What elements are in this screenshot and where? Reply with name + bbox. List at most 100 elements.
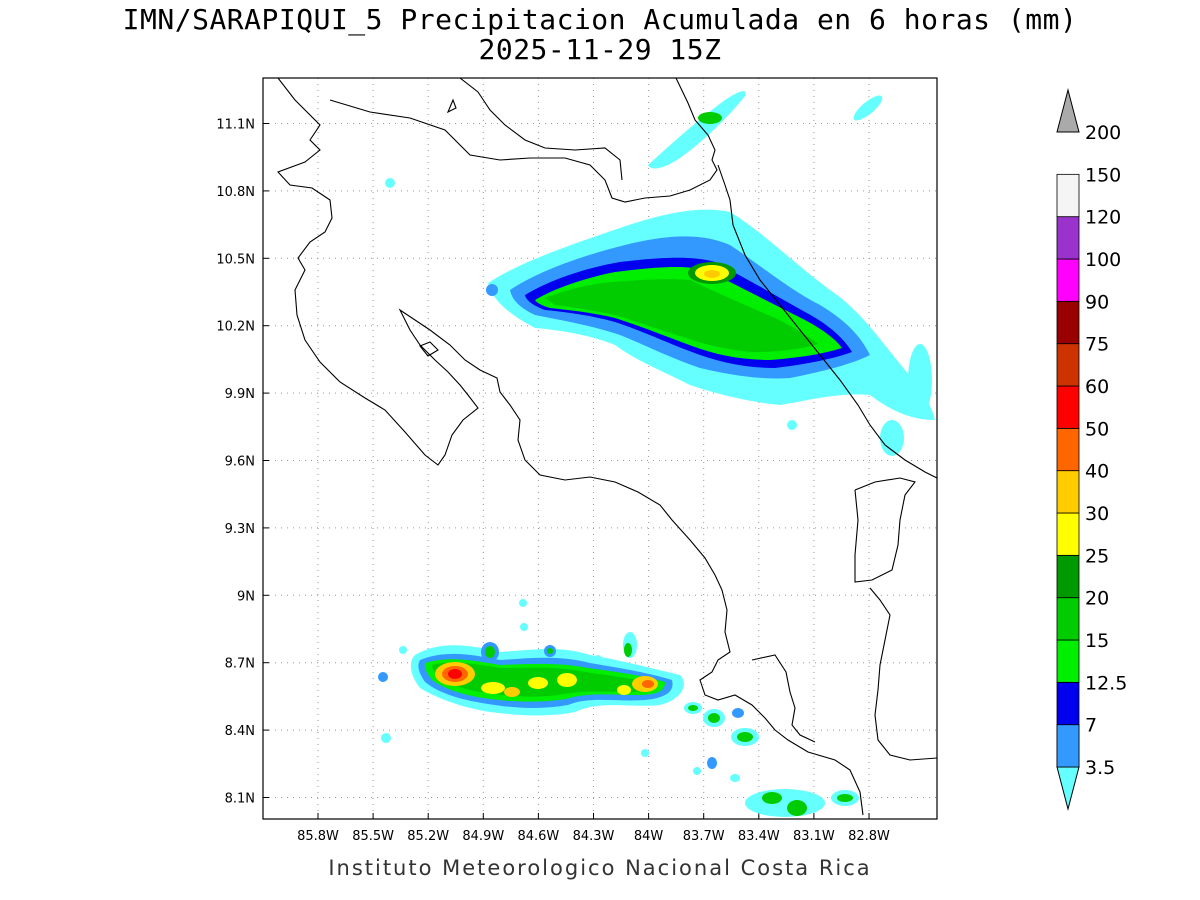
colorbar-swatch [1056, 724, 1080, 768]
colorbar-swatch [1056, 639, 1080, 683]
lat-tick-label: 8.4N [225, 724, 255, 739]
precip-cell-southeast [745, 789, 825, 817]
colorbar-swatch [1056, 427, 1080, 472]
colorbar: 3.5 7 12.5 15 20 25 30 40 50 60 75 90 100 120 150 200 [1056, 88, 1127, 811]
colorbar-swatch [1056, 300, 1080, 345]
precip-cell-east [908, 344, 932, 416]
precip-core-south [481, 682, 505, 694]
colorbar-label: 50 [1085, 418, 1109, 440]
precip-cell-southeast [730, 774, 740, 782]
precip-cell-south [624, 643, 632, 657]
precip-cell-east-2 [880, 420, 904, 456]
colorbar-swatch [1056, 597, 1080, 641]
lon-tick-label: 84W [634, 829, 664, 844]
precip-cell-small [378, 672, 388, 682]
colorbar-swatch [1056, 173, 1080, 218]
colorbar-label: 15 [1085, 630, 1109, 652]
colorbar-label: 90 [1085, 291, 1109, 313]
coastline-nicoya-island [419, 341, 439, 357]
precip-cell-small [520, 623, 528, 631]
colorbar-label: 25 [1085, 545, 1109, 567]
lat-tick-label: 8.1N [225, 792, 255, 807]
coastline-north-border [329, 78, 718, 203]
colorbar-swatch [1056, 554, 1080, 599]
colorbar-label: 75 [1085, 334, 1109, 356]
lat-tick-label: 9.6N [225, 455, 255, 470]
precip-cell-southeast [688, 705, 698, 711]
precip-core-south [617, 685, 631, 695]
lon-tick-label: 83.4W [738, 829, 780, 844]
precip-cell-small [399, 646, 407, 654]
lon-tick-label: 85.5W [352, 829, 394, 844]
colorbar-label: 30 [1085, 503, 1109, 525]
precip-cell-southeast [762, 792, 782, 804]
precip-cell-southeast [707, 757, 717, 769]
precip-cell-small [486, 284, 498, 296]
coastline-lake [446, 98, 457, 114]
precip-area-north-20 [545, 279, 818, 352]
colorbar-swatch [1056, 385, 1080, 429]
precip-core-north-40 [704, 270, 720, 278]
precip-cell-small [641, 749, 649, 757]
precip-cell-small [787, 420, 797, 430]
lon-tick-label: 84.9W [462, 829, 504, 844]
precip-core-south [504, 687, 520, 697]
border-panama [854, 477, 916, 583]
latitude-axis: 11.1N 10.8N 10.5N 10.2N 9.9N 9.6N 9.3N 9N 8.7N 8.… [216, 118, 255, 807]
precip-cell-southeast [732, 708, 744, 718]
coastline-north-top [459, 78, 623, 181]
colorbar-label: 200 [1085, 122, 1121, 144]
precip-cell-southeast [708, 713, 720, 723]
colorbar-label: 12.5 [1085, 672, 1127, 694]
lat-tick-label: 10.2N [216, 320, 255, 335]
colorbar-swatch [1056, 470, 1080, 514]
grid-lines [263, 78, 937, 819]
precip-cell-small [385, 178, 395, 188]
lat-tick-label: 9.3N [225, 522, 255, 537]
precip-cell-small [547, 648, 553, 654]
colorbar-label: 20 [1085, 588, 1109, 610]
precip-cell-southeast [837, 794, 853, 802]
precip-cell-small [595, 655, 601, 661]
map-subtitle: 2025-11-29 15Z [478, 33, 722, 66]
colorbar-label: 100 [1085, 249, 1121, 271]
precip-cell-small [519, 599, 527, 607]
footer-credit: Instituto Meteorologico Nacional Costa R… [328, 856, 872, 880]
lat-tick-label: 9N [237, 589, 255, 604]
coastlines [277, 78, 937, 816]
map-title: IMN/SARAPIQUI_5 Precipitacion Acumulada … [122, 3, 1078, 36]
lat-tick-label: 10.8N [216, 185, 255, 200]
precipitation-field [378, 91, 935, 817]
colorbar-label: 7 [1085, 715, 1097, 737]
lon-tick-label: 83.7W [683, 829, 725, 844]
precip-area-northeast [648, 91, 746, 169]
precip-cell-small [693, 767, 701, 775]
colorbar-swatch [1056, 512, 1080, 556]
precip-cell-southeast [737, 732, 753, 742]
precip-core-south-60 [642, 680, 654, 688]
lon-tick-label: 84.3W [573, 829, 615, 844]
lat-tick-label: 10.5N [216, 252, 255, 267]
lat-tick-label: 8.7N [225, 657, 255, 672]
precip-cell-southeast [787, 800, 807, 816]
colorbar-label: 150 [1085, 164, 1121, 186]
colorbar-label: 60 [1085, 376, 1109, 398]
colorbar-label: 3.5 [1085, 757, 1115, 779]
colorbar-lower-triangle [1056, 766, 1080, 811]
coastline-pacific [277, 78, 864, 816]
lon-tick-label: 84.6W [517, 829, 559, 844]
colorbar-label: 120 [1085, 207, 1121, 229]
precip-core-south [557, 673, 577, 687]
colorbar-label: 40 [1085, 461, 1109, 483]
precip-cell-east-coast [853, 95, 883, 121]
coastline-osa [751, 654, 816, 743]
lon-tick-label: 85.2W [407, 829, 449, 844]
plot-frame [262, 77, 938, 820]
colorbar-swatch [1056, 258, 1080, 302]
lon-tick-label: 82.8W [848, 829, 890, 844]
precip-cell-south [485, 646, 495, 658]
precip-cell-northeast [698, 112, 722, 124]
lon-tick-label: 85.8W [297, 829, 339, 844]
colorbar-swatch [1056, 681, 1080, 726]
colorbar-upper-triangle [1056, 88, 1080, 133]
